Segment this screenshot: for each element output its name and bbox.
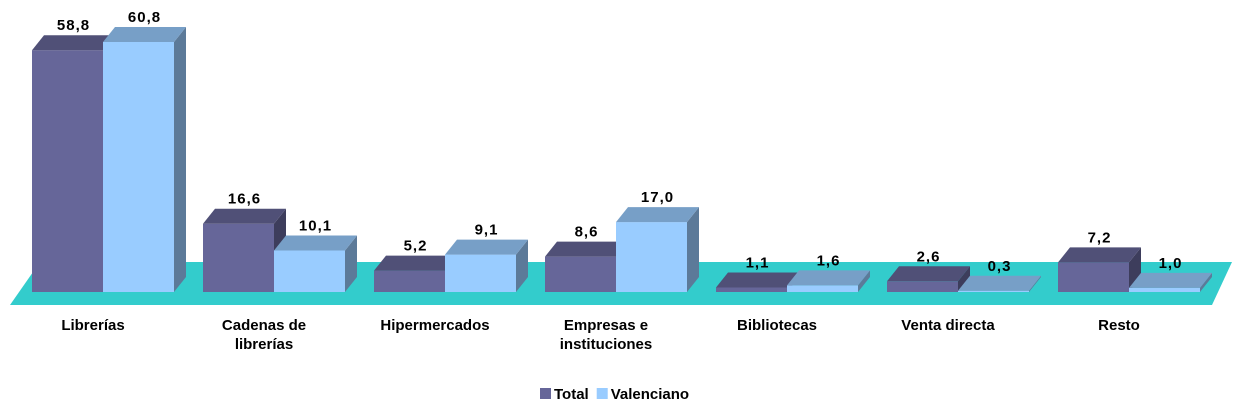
value-label: 2,6 <box>917 248 941 265</box>
bar-front <box>616 222 687 292</box>
bar <box>32 35 115 293</box>
x-tick-label: Bibliotecas <box>736 317 818 334</box>
bar-top <box>203 208 286 224</box>
bar <box>103 27 186 292</box>
bar-side <box>1029 275 1041 292</box>
bar <box>274 235 357 292</box>
legend-swatch <box>540 388 551 399</box>
bar-front <box>787 285 858 292</box>
bar-top <box>1129 272 1212 288</box>
value-label: 0,3 <box>988 258 1012 275</box>
bar-side <box>958 266 970 292</box>
legend-label: Total <box>554 386 589 403</box>
value-label: 5,2 <box>404 238 428 255</box>
bar-top <box>274 235 357 251</box>
bar-front <box>374 270 445 292</box>
bar-front <box>103 42 174 292</box>
bar-side <box>1129 247 1141 292</box>
value-label: 1,0 <box>1159 255 1183 272</box>
bar-top <box>1058 247 1141 263</box>
bar-side <box>687 207 699 292</box>
bar-top <box>374 255 457 271</box>
bar-side <box>1200 272 1212 292</box>
bar-top <box>445 239 528 255</box>
bar-side <box>516 239 528 292</box>
x-tick-label: Hipermercados <box>380 317 490 334</box>
bar-side <box>345 235 357 292</box>
value-label: 17,0 <box>641 189 674 206</box>
x-tick-label: Librerías <box>61 317 125 334</box>
value-label: 1,6 <box>817 252 841 269</box>
bar-top <box>958 275 1041 291</box>
bar-front <box>203 223 274 292</box>
bar <box>545 241 628 292</box>
bar-front <box>445 254 516 292</box>
bar-side <box>174 27 186 292</box>
bar <box>1058 247 1141 292</box>
value-label: 16,6 <box>228 191 261 208</box>
bar-top <box>32 35 115 51</box>
bar-front <box>32 50 103 293</box>
value-label: 7,2 <box>1088 229 1112 246</box>
bar-top <box>545 241 628 257</box>
bar-top <box>616 207 699 223</box>
bar-front <box>1129 287 1200 292</box>
bar <box>203 208 286 292</box>
bar-side <box>858 270 870 292</box>
bar-top <box>716 272 799 288</box>
legend-swatch <box>596 388 608 399</box>
bar-front <box>545 256 616 292</box>
legend-label: Valenciano <box>611 386 689 403</box>
bar <box>616 207 699 292</box>
bar <box>787 270 870 292</box>
value-label: 1,1 <box>746 254 770 271</box>
bar <box>1129 272 1212 292</box>
value-label: 9,1 <box>475 222 499 239</box>
bar-top <box>103 27 186 42</box>
bar-top <box>787 270 870 286</box>
value-label: 8,6 <box>575 224 599 241</box>
bar-front <box>1058 262 1129 292</box>
value-label: 58,8 <box>57 17 90 34</box>
x-tick-label: Resto <box>1098 317 1140 334</box>
bar-front <box>716 287 787 292</box>
value-label: 60,8 <box>128 9 161 26</box>
bar <box>958 275 1041 292</box>
x-tick-label: Cadenas de librerías <box>221 317 307 353</box>
x-tick-label: Empresas e instituciones <box>559 317 653 353</box>
bar <box>716 272 799 292</box>
bar <box>887 266 970 292</box>
bar <box>374 255 457 292</box>
bar-front <box>887 281 958 292</box>
value-label: 10,1 <box>299 217 332 234</box>
bar-front <box>958 290 1029 292</box>
bar-front <box>274 250 345 292</box>
bar <box>445 239 528 292</box>
x-tick-label: Venta directa <box>901 317 995 334</box>
bar-top <box>887 266 970 282</box>
